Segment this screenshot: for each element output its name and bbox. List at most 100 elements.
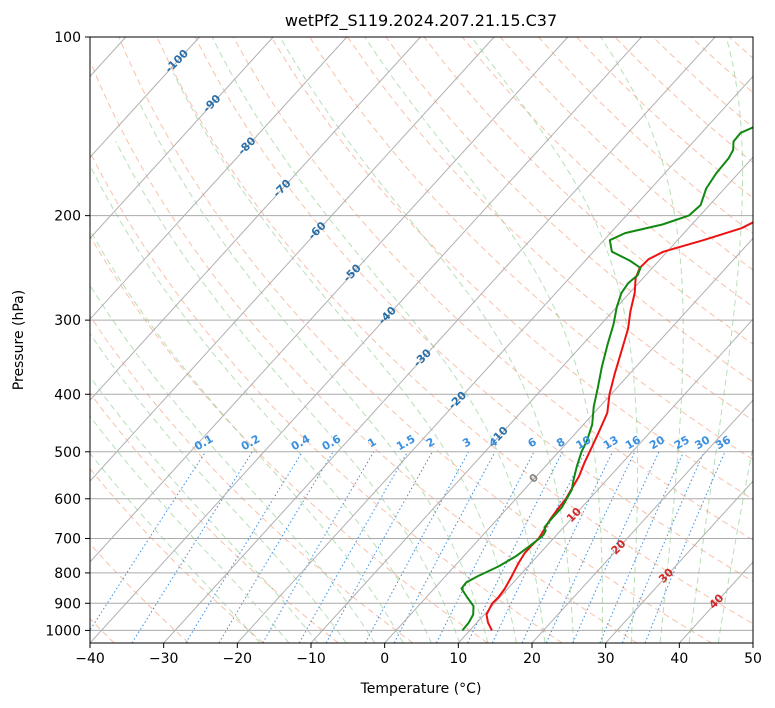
y-tick-label: 400 bbox=[54, 387, 81, 403]
dry-adiabat bbox=[194, 37, 753, 583]
moist-adiabat bbox=[90, 165, 432, 643]
moist-adiabat bbox=[600, 37, 684, 643]
isotherm-line bbox=[310, 156, 753, 643]
mixing-ratio-label: 8 bbox=[554, 435, 567, 450]
dewpoint-line bbox=[460, 126, 753, 632]
moist-adiabat bbox=[90, 452, 261, 643]
mixing-ratio-line bbox=[364, 451, 469, 643]
dry-adiabat bbox=[576, 37, 753, 199]
dry-adiabat bbox=[90, 468, 264, 643]
y-tick-label: 800 bbox=[54, 566, 81, 582]
mixing-ratio-line bbox=[90, 451, 206, 632]
x-tick-label: −30 bbox=[149, 651, 179, 667]
y-axis-label: Pressure (hPa) bbox=[11, 290, 27, 390]
mixing-ratio-lines bbox=[90, 451, 726, 643]
dry-adiabat bbox=[90, 543, 190, 643]
y-tick-label: 1000 bbox=[45, 623, 81, 639]
moist-adiabat bbox=[364, 37, 603, 643]
y-tick-label: 500 bbox=[54, 445, 81, 461]
isotherm-grid bbox=[90, 37, 753, 643]
x-tick-label: 20 bbox=[523, 651, 541, 667]
chart-title: wetPf2_S119.2024.207.21.15.C37 bbox=[285, 11, 557, 31]
isotherm-line bbox=[90, 37, 421, 401]
mixing-ratio-label: 30 bbox=[693, 433, 713, 452]
mixing-ratio-line bbox=[393, 451, 496, 643]
y-tick-label: 900 bbox=[54, 596, 81, 612]
sounding-series bbox=[460, 126, 753, 632]
mixing-ratio-line bbox=[467, 451, 563, 643]
mixing-ratio-label: 1.5 bbox=[394, 432, 417, 453]
isotherm-line bbox=[384, 237, 753, 643]
temperature-line bbox=[485, 221, 753, 631]
mixing-ratio-label: 0.4 bbox=[289, 432, 313, 453]
mixing-ratio-line bbox=[621, 451, 705, 643]
mixing-ratio-label: 25 bbox=[672, 433, 692, 452]
mixing-ratio-label: 0.2 bbox=[239, 432, 262, 453]
moist-adiabat bbox=[139, 104, 489, 643]
mixing-ratio-label: 3 bbox=[460, 435, 473, 450]
mixing-ratio-label: 2 bbox=[424, 435, 437, 450]
moist-adiabat bbox=[279, 37, 575, 643]
isobar-grid bbox=[90, 37, 753, 631]
y-tick-label: 100 bbox=[54, 30, 81, 46]
isotherm-line bbox=[457, 318, 753, 643]
moist-adiabat bbox=[90, 229, 404, 643]
x-tick-label: −20 bbox=[223, 651, 253, 667]
x-tick-label: 0 bbox=[380, 651, 389, 667]
moist-adiabat bbox=[115, 141, 461, 643]
mixing-ratio-label: 6 bbox=[526, 435, 539, 450]
isotherm-line bbox=[90, 37, 274, 239]
x-tick-label: 10 bbox=[449, 651, 467, 667]
plot-area: -100-90-80-70-60-50-40-30-20-10010203040… bbox=[90, 37, 753, 643]
dry-adiabat bbox=[423, 37, 753, 345]
dry-adiabat bbox=[90, 150, 563, 643]
isotherm-line bbox=[90, 37, 569, 563]
mixing-ratio-line bbox=[185, 451, 303, 643]
moist-adiabat bbox=[90, 284, 376, 643]
plot-frame bbox=[89, 36, 754, 644]
x-tick-label: 30 bbox=[597, 651, 615, 667]
isotherm-line bbox=[236, 75, 753, 643]
mixing-ratio-label: 20 bbox=[647, 433, 667, 452]
mixing-ratio-label: 1 bbox=[365, 435, 378, 450]
y-tick-label: 600 bbox=[54, 492, 81, 508]
y-axis-ticks: 100 200 300 400 500 600 700 800 900 1000 bbox=[45, 30, 90, 639]
moist-adiabats bbox=[90, 37, 753, 643]
y-tick-label: 700 bbox=[54, 532, 81, 548]
x-tick-label: −40 bbox=[75, 651, 105, 667]
isotherm-line bbox=[752, 642, 753, 643]
mixing-ratio-label: 13 bbox=[601, 433, 621, 452]
y-tick-label: 200 bbox=[54, 209, 81, 225]
moist-adiabat bbox=[471, 37, 639, 643]
moist-adiabat bbox=[717, 443, 753, 643]
moist-adiabat bbox=[172, 72, 517, 643]
mixing-ratio-line bbox=[262, 451, 375, 643]
mixing-ratio-line bbox=[131, 451, 253, 643]
dry-adiabat bbox=[90, 392, 339, 643]
mixing-ratio-line bbox=[572, 451, 660, 643]
isotherm-line bbox=[90, 37, 348, 320]
moist-adiabat bbox=[90, 332, 347, 643]
isotherm-line bbox=[605, 480, 753, 643]
isotherm-line bbox=[90, 37, 642, 643]
mixing-ratio-line bbox=[218, 451, 334, 643]
mixing-ratio-line bbox=[491, 451, 586, 643]
dry-adiabat bbox=[156, 37, 753, 625]
dry-adiabat bbox=[309, 37, 753, 461]
mixing-ratio-label: 16 bbox=[623, 433, 643, 452]
x-axis-ticks: −40 −30 −20 −10 0 10 20 30 40 50 bbox=[75, 643, 762, 667]
y-tick-label: 300 bbox=[54, 313, 81, 329]
x-tick-label: −10 bbox=[296, 651, 326, 667]
mixing-ratio-line bbox=[325, 451, 433, 643]
isotherm-line bbox=[531, 399, 753, 643]
isotherm-line bbox=[163, 37, 716, 643]
x-tick-label: 50 bbox=[744, 651, 762, 667]
moist-adiabat bbox=[688, 37, 744, 643]
dry-adiabat bbox=[385, 37, 753, 383]
dry-adiabat bbox=[538, 37, 753, 235]
mixing-ratio-line bbox=[644, 451, 726, 643]
mixing-ratio-labels: 0.1 0.2 0.4 0.6 1 1.5 2 3 4 6 8 10 13 16 20 25 30 36 bbox=[192, 432, 733, 453]
dry-adiabat bbox=[90, 235, 488, 643]
